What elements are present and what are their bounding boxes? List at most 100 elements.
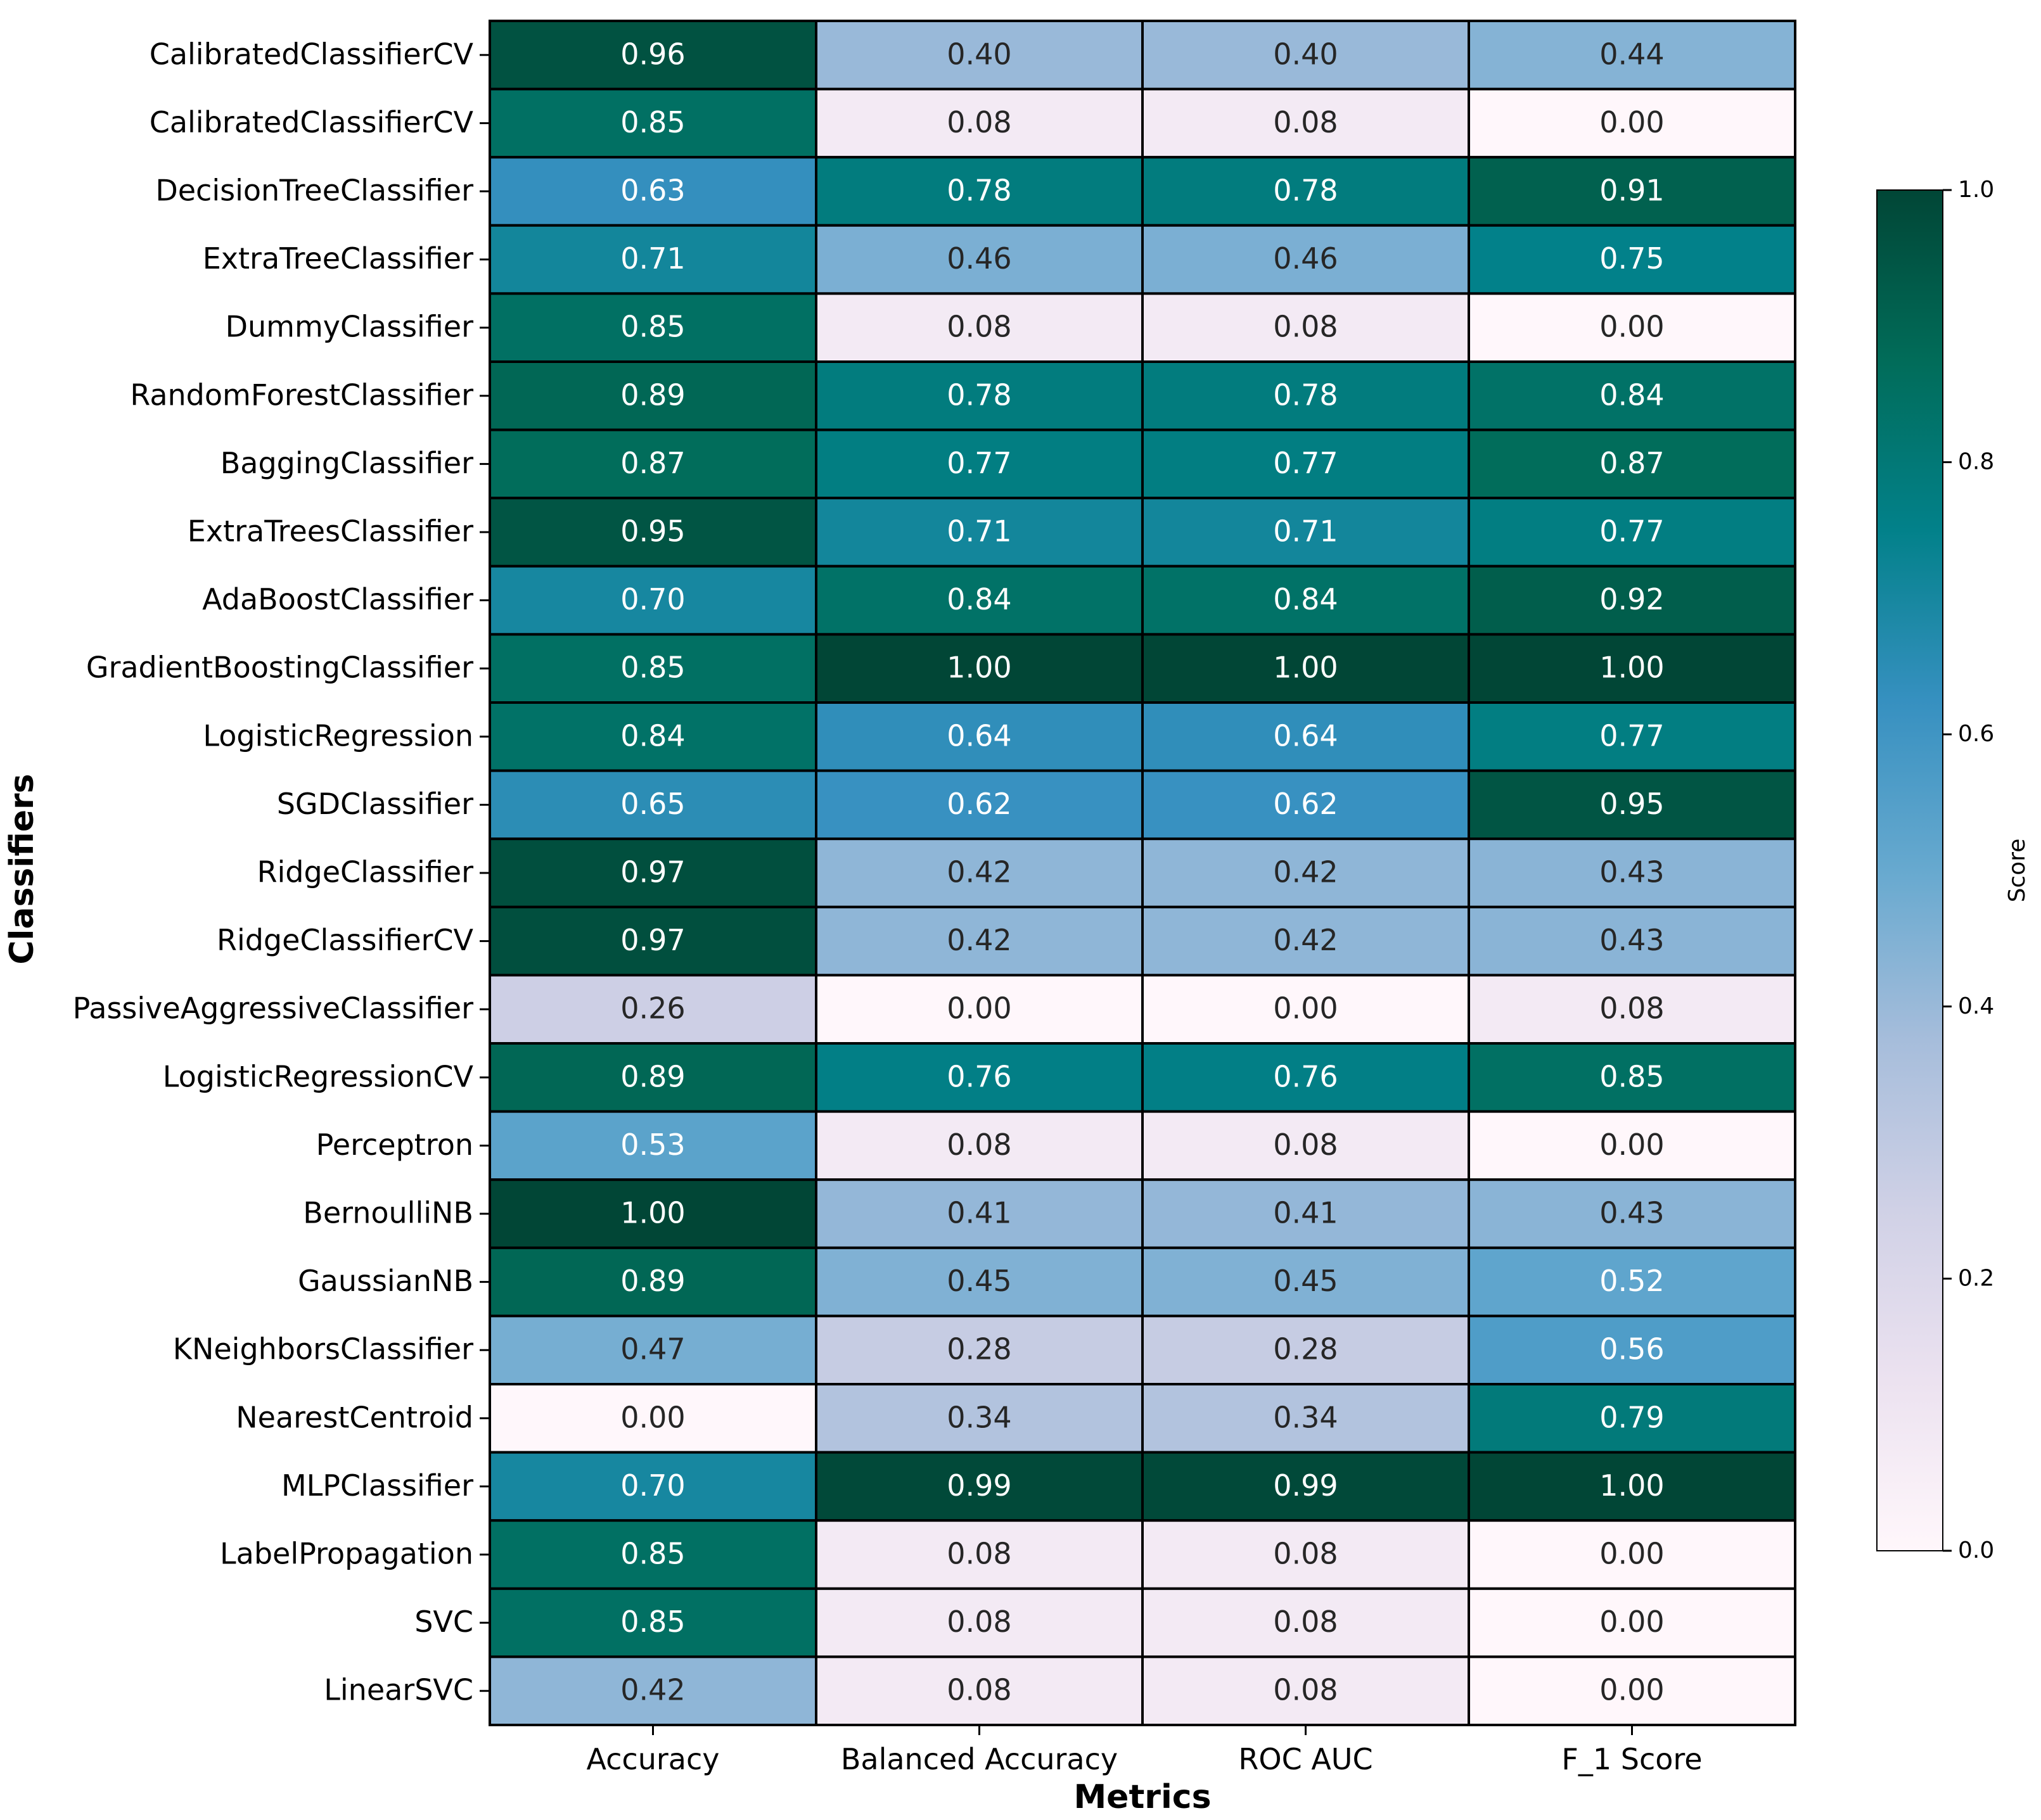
- heatmap-cell: [1141, 1655, 1470, 1726]
- cell-value-label: 0.00: [620, 1400, 685, 1434]
- colorbar-ticks: 0.0 0.2 0.4 0.6 0.8 1.0: [1943, 177, 1994, 1563]
- cell-value-label: 1.00: [947, 651, 1011, 685]
- cell-value-label: 0.71: [1273, 514, 1338, 549]
- cell-value-label: 0.00: [1273, 991, 1338, 1026]
- cell-value-label: 0.00: [1599, 105, 1664, 139]
- heatmap-cell: [815, 360, 1144, 431]
- heatmap-cell: [1141, 1314, 1470, 1385]
- heatmap-cell: [1141, 1519, 1470, 1590]
- cell-value-label: 0.75: [1599, 241, 1664, 276]
- cell-value-label: 0.08: [1273, 105, 1338, 139]
- heatmap-cell: [489, 20, 817, 91]
- heatmap-cell: [1141, 1587, 1470, 1658]
- cell-value-label: 0.47: [620, 1332, 685, 1366]
- cell-value-label: 0.08: [947, 1673, 1011, 1707]
- cell-value-label: 0.87: [620, 446, 685, 480]
- heatmap-cell: [1141, 497, 1470, 568]
- heatmap-cell: [1141, 633, 1470, 704]
- heatmap-cell: [815, 1655, 1144, 1726]
- heatmap-cell: [1468, 564, 1796, 636]
- cell-value-label: 0.08: [1273, 1537, 1338, 1571]
- cell-value-label: 0.43: [1599, 1196, 1664, 1230]
- colorbar-gradient: [1876, 189, 1943, 1551]
- heatmap-cell: [815, 837, 1144, 908]
- heatmap-cell: [489, 360, 817, 431]
- heatmap-cell: [1141, 974, 1470, 1045]
- heatmap-cell: [1141, 1110, 1470, 1181]
- colorbar-tick-label: 0.8: [1958, 449, 1994, 475]
- cell-value-label: 0.08: [1273, 310, 1338, 344]
- cell-value-label: 0.63: [620, 174, 685, 208]
- cell-value-label: 0.71: [947, 514, 1011, 549]
- cell-value-label: 0.43: [1599, 855, 1664, 889]
- colorbar-label: Score: [2004, 839, 2030, 903]
- heatmap-cell: [1141, 837, 1470, 908]
- cell-value-label: 0.40: [947, 37, 1011, 71]
- heatmap-cell: [1141, 360, 1470, 431]
- y-tick-label: SVC: [414, 1605, 473, 1639]
- heatmap-cell: [1468, 837, 1796, 908]
- x-axis-title: Metrics: [1073, 1778, 1211, 1816]
- heatmap-cell: [1468, 1383, 1796, 1454]
- cell-value-label: 0.34: [947, 1400, 1011, 1434]
- heatmap-cell: [489, 769, 817, 841]
- cell-value-label: 0.78: [947, 174, 1011, 208]
- cell-value-label: 0.08: [947, 310, 1011, 344]
- cell-value-label: 0.43: [1599, 923, 1664, 957]
- y-tick-label: SGDClassifier: [277, 787, 473, 821]
- heatmap-cell: [1468, 769, 1796, 841]
- y-tick-label: CalibratedClassifierCV: [150, 105, 474, 139]
- y-tick-label: LabelPropagation: [220, 1537, 473, 1571]
- y-tick-label: MLPClassifier: [281, 1468, 473, 1503]
- heatmap-cell: [815, 156, 1144, 227]
- x-axis: Accuracy Balanced Accuracy ROC AUC F_1 Scor…: [586, 1725, 1703, 1776]
- y-tick-label: LogisticRegression: [203, 718, 473, 753]
- cell-value-label: 0.77: [1599, 514, 1664, 549]
- cell-value-label: 0.78: [1273, 174, 1338, 208]
- cell-value-label: 0.78: [947, 378, 1011, 412]
- heatmap-cell: [815, 1314, 1144, 1385]
- colorbar-tick-label: 1.0: [1958, 177, 1994, 203]
- cell-value-label: 0.28: [1273, 1332, 1338, 1366]
- y-tick-label: RidgeClassifierCV: [217, 923, 474, 957]
- heatmap-cells: [489, 20, 1796, 1726]
- heatmap-cell: [815, 224, 1144, 295]
- colorbar-tick-label: 0.0: [1958, 1537, 1994, 1563]
- cell-value-label: 0.45: [947, 1264, 1011, 1298]
- cell-value-label: 0.76: [1273, 1059, 1338, 1093]
- colorbar: 0.0 0.2 0.4 0.6 0.8 1.0 Score: [1876, 177, 2030, 1563]
- y-tick-label: PassiveAggressiveClassifier: [73, 991, 473, 1026]
- y-tick-label: CalibratedClassifierCV: [150, 37, 474, 71]
- cell-value-label: 0.70: [620, 1468, 685, 1503]
- x-tick-label: Accuracy: [586, 1742, 719, 1776]
- y-tick-label: Perceptron: [316, 1128, 473, 1162]
- cell-value-label: 0.42: [620, 1673, 685, 1707]
- y-tick-label: GradientBoostingClassifier: [86, 651, 473, 685]
- y-tick-label: NearestCentroid: [236, 1400, 473, 1434]
- cell-value-label: 0.62: [947, 787, 1011, 821]
- heatmap-cell: [815, 769, 1144, 841]
- cell-value-label: 0.78: [1273, 378, 1338, 412]
- y-tick-label: DummyClassifier: [226, 310, 473, 344]
- y-tick-label: DecisionTreeClassifier: [155, 174, 473, 208]
- cell-value-label: 0.85: [620, 105, 685, 139]
- cell-value-label: 0.52: [1599, 1264, 1664, 1298]
- heatmap-cell: [1468, 633, 1796, 704]
- heatmap-cell: [489, 1519, 817, 1590]
- heatmap-cell: [1468, 360, 1796, 431]
- heatmap-cell: [1141, 905, 1470, 977]
- heatmap-cell: [1468, 156, 1796, 227]
- heatmap-cell: [815, 905, 1144, 977]
- heatmap-cell: [1468, 905, 1796, 977]
- y-tick-label: KNeighborsClassifier: [173, 1332, 473, 1366]
- heatmap-cell: [815, 1383, 1144, 1454]
- cell-value-label: 0.71: [620, 241, 685, 276]
- cell-value-label: 0.77: [1599, 718, 1664, 753]
- cell-value-label: 0.97: [620, 855, 685, 889]
- cell-value-label: 0.64: [1273, 718, 1338, 753]
- heatmap-cell: [1468, 1655, 1796, 1726]
- cell-value-label: 0.44: [1599, 37, 1664, 71]
- y-tick-label: RidgeClassifier: [257, 855, 474, 889]
- x-tick-label: F_1 Score: [1561, 1742, 1702, 1776]
